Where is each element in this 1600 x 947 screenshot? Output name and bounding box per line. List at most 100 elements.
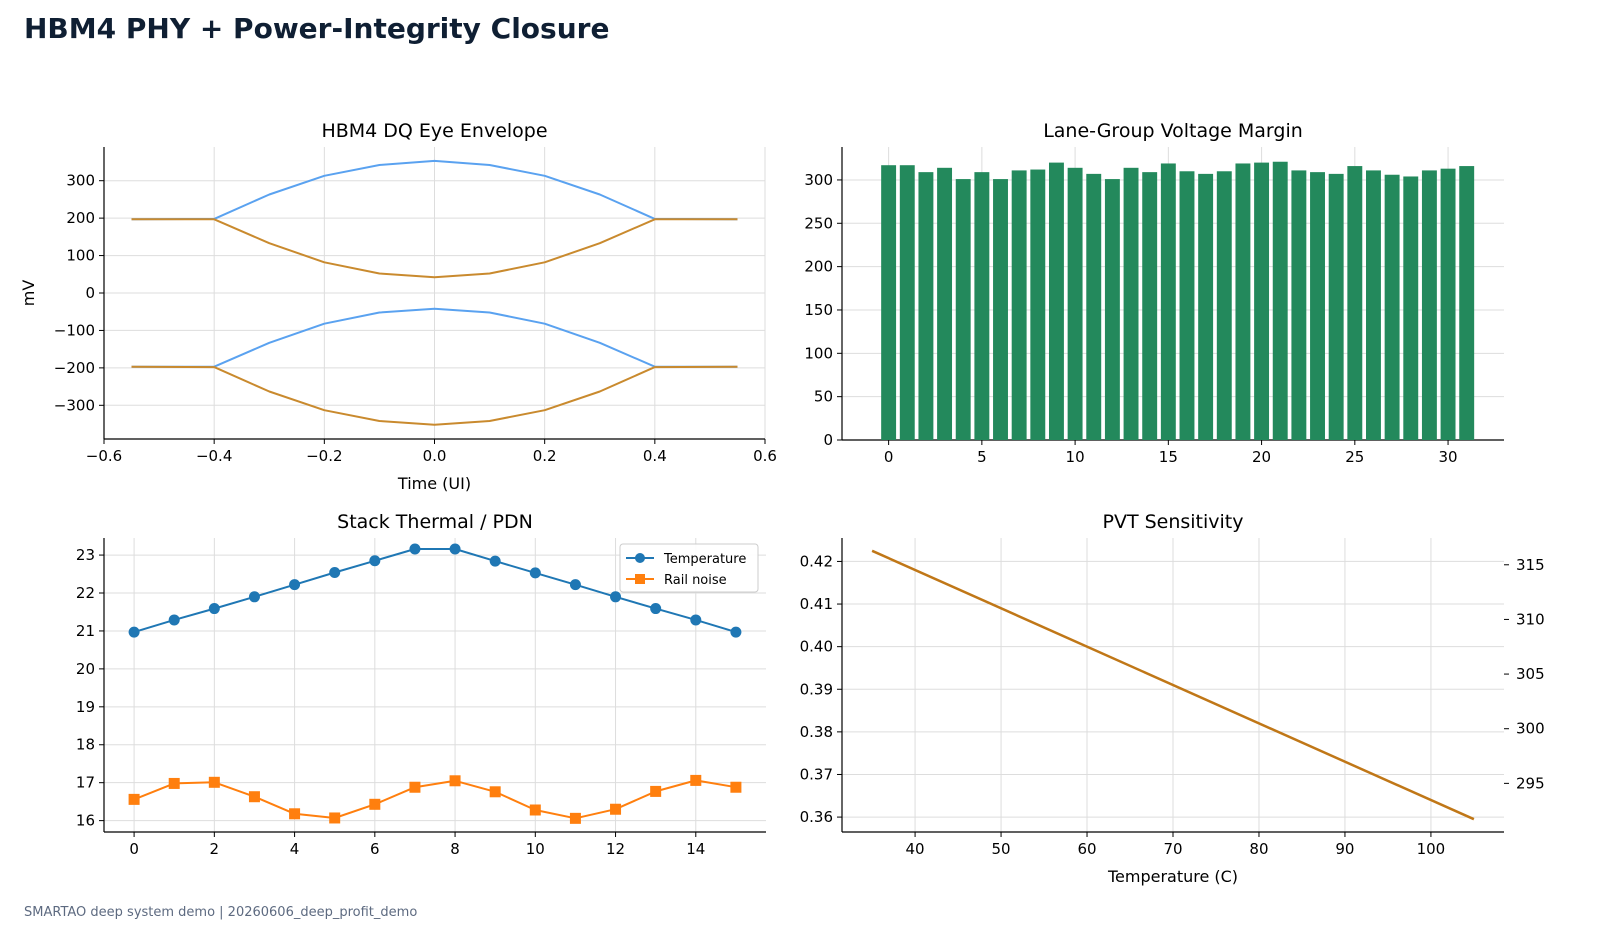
margin-bar bbox=[1142, 172, 1158, 441]
thermal-xtick-label: 0 bbox=[129, 840, 139, 858]
thermal-point bbox=[569, 812, 581, 824]
margin-bar bbox=[1328, 173, 1344, 440]
thermal-point bbox=[569, 579, 581, 591]
margin-bar bbox=[937, 167, 953, 440]
margin-ytick-label: 250 bbox=[804, 214, 833, 232]
pvt-ytick-label: 0.39 bbox=[800, 680, 833, 698]
margin-xtick-label: 30 bbox=[1439, 448, 1458, 466]
margin-bar bbox=[1272, 161, 1288, 440]
margin-ytick-label: 100 bbox=[804, 344, 833, 362]
eye-xtick-label: 0.4 bbox=[643, 447, 667, 465]
pvt-y2tick-label: 295 bbox=[1516, 774, 1545, 792]
margin-ytick-label: 300 bbox=[804, 171, 833, 189]
thermal-point bbox=[610, 591, 622, 603]
pvt-ytick-label: 0.38 bbox=[800, 723, 833, 741]
pvt-xtick-label: 40 bbox=[906, 840, 925, 858]
thermal-ytick-label: 23 bbox=[76, 546, 95, 564]
margin-bar bbox=[1067, 167, 1083, 440]
thermal-xtick-label: 14 bbox=[686, 840, 705, 858]
pvt-title: PVT Sensitivity bbox=[1102, 511, 1243, 533]
eye-xtick-label: −0.6 bbox=[86, 447, 122, 465]
margin-bar bbox=[1291, 170, 1307, 440]
margin-bar bbox=[1403, 176, 1419, 440]
margin-bar bbox=[1421, 170, 1437, 440]
pvt-series-line bbox=[871, 549, 1475, 821]
footer-caption: SMARTAO deep system demo | 20260606_deep… bbox=[24, 905, 418, 920]
margin-bar bbox=[1123, 167, 1139, 440]
thermal-ytick-label: 22 bbox=[76, 584, 95, 602]
thermal-point bbox=[369, 798, 381, 810]
eye-ytick-label: −200 bbox=[54, 359, 95, 377]
margin-title: Lane-Group Voltage Margin bbox=[1043, 120, 1303, 142]
thermal-point bbox=[128, 626, 140, 638]
thermal-xtick-label: 8 bbox=[450, 840, 460, 858]
thermal-ytick-label: 20 bbox=[76, 660, 95, 678]
thermal-title: Stack Thermal / PDN bbox=[337, 511, 533, 533]
legend-swatch-marker bbox=[635, 574, 645, 584]
pvt-xtick-label: 50 bbox=[992, 840, 1011, 858]
thermal-legend bbox=[619, 543, 759, 593]
legend-swatch-marker bbox=[635, 553, 645, 563]
thermal-point bbox=[329, 567, 341, 579]
thermal-series-line bbox=[133, 548, 737, 634]
pvt-y2tick-label: 305 bbox=[1516, 665, 1545, 683]
eye-series-line bbox=[131, 307, 738, 368]
margin-xtick-label: 15 bbox=[1159, 448, 1178, 466]
margin-bar bbox=[1216, 171, 1232, 440]
thermal-point bbox=[409, 543, 421, 555]
thermal-ytick-label: 19 bbox=[76, 698, 95, 716]
margin-xtick-label: 10 bbox=[1066, 448, 1085, 466]
pvt-ytick-label: 0.41 bbox=[800, 595, 833, 613]
thermal-point bbox=[650, 785, 662, 797]
margin-bar bbox=[899, 165, 915, 440]
thermal-xtick-label: 12 bbox=[606, 840, 625, 858]
margin-xtick-label: 0 bbox=[884, 448, 894, 466]
thermal-point bbox=[730, 781, 742, 793]
legend-label: Rail noise bbox=[664, 573, 727, 588]
thermal-point bbox=[248, 591, 260, 603]
thermal-ytick-label: 18 bbox=[76, 736, 95, 754]
pvt-y2tick-label: 315 bbox=[1516, 556, 1545, 574]
eye-xtick-label: −0.4 bbox=[196, 447, 232, 465]
thermal-point bbox=[208, 603, 220, 615]
thermal-point bbox=[248, 791, 260, 803]
margin-bar bbox=[974, 172, 990, 441]
thermal-point bbox=[369, 555, 381, 567]
thermal-point bbox=[449, 775, 461, 787]
margin-xtick-label: 25 bbox=[1345, 448, 1364, 466]
thermal-point bbox=[128, 793, 140, 805]
eye-ylabel: mV bbox=[19, 280, 38, 307]
thermal-point bbox=[690, 774, 702, 786]
pvt-xlabel: Temperature (C) bbox=[1107, 867, 1238, 886]
thermal-point bbox=[730, 626, 742, 638]
thermal-point bbox=[329, 812, 341, 824]
margin-bar bbox=[1086, 173, 1102, 440]
margin-bar bbox=[955, 179, 971, 440]
thermal-point bbox=[409, 781, 421, 793]
eye-xtick-label: 0.6 bbox=[753, 447, 777, 465]
thermal-point bbox=[690, 614, 702, 626]
pvt-xtick-label: 80 bbox=[1249, 840, 1268, 858]
thermal-ytick-label: 16 bbox=[76, 812, 95, 830]
thermal-point bbox=[208, 776, 220, 788]
thermal-ytick-label: 17 bbox=[76, 774, 95, 792]
pvt-xtick-label: 60 bbox=[1077, 840, 1096, 858]
thermal-point bbox=[449, 543, 461, 555]
pvt-xtick-label: 70 bbox=[1163, 840, 1182, 858]
thermal-point bbox=[529, 804, 541, 816]
eye-xlabel: Time (UI) bbox=[397, 474, 471, 493]
margin-bar bbox=[993, 179, 1008, 440]
thermal-point bbox=[289, 808, 301, 820]
pvt-y2tick-label: 310 bbox=[1516, 610, 1545, 628]
thermal-point bbox=[168, 777, 180, 789]
margin-bar bbox=[1048, 162, 1064, 440]
thermal-point bbox=[529, 567, 541, 579]
eye-ytick-label: 100 bbox=[66, 247, 95, 265]
legend-label: Temperature bbox=[663, 552, 746, 567]
margin-bar bbox=[1310, 172, 1325, 441]
eye-series-line bbox=[131, 218, 738, 279]
thermal-xtick-label: 6 bbox=[370, 840, 380, 858]
eye-xtick-label: 0.0 bbox=[423, 447, 447, 465]
margin-ytick-label: 150 bbox=[804, 301, 833, 319]
